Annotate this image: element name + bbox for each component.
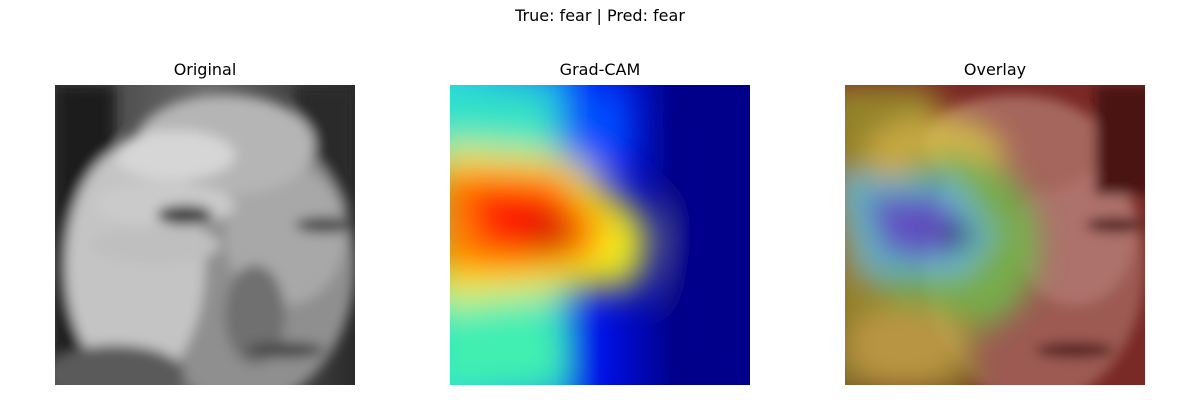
gradcam-heatmap [450, 85, 750, 385]
gradcam-panel: Grad-CAM [450, 59, 750, 385]
overlay-panel: Overlay [845, 59, 1145, 385]
gradcam-title: Grad-CAM [559, 60, 641, 79]
original-panel: Original [55, 59, 355, 385]
overlay-image [845, 85, 1145, 385]
original-image [55, 85, 355, 385]
overlay-title: Overlay [963, 60, 1027, 79]
original-title: Original [173, 60, 237, 79]
figure-title: True: fear | Pred: fear [515, 6, 685, 25]
